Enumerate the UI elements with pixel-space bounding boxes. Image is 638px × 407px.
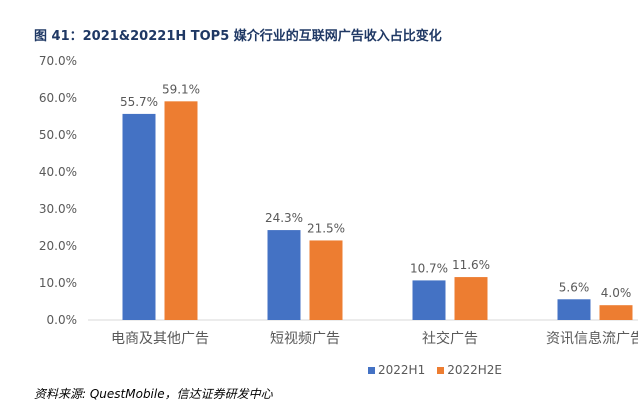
bar-2022h2e <box>599 305 633 320</box>
bar-2022h2e <box>454 277 488 320</box>
source-note: 资料来源: QuestMobile，信达证券研发中心 <box>34 387 273 401</box>
x-tick-label: 电商及其他广告 <box>111 331 209 347</box>
chart-title: 图 41：2021&20221H TOP5 媒介行业的互联网广告收入占比变化 <box>34 29 442 44</box>
x-tick-label: 短视频广告 <box>270 331 340 347</box>
data-label: 11.6% <box>452 258 490 272</box>
legend-item-2022h2e: 2022H2E <box>437 363 502 377</box>
data-label: 21.5% <box>307 221 345 235</box>
data-label: 24.3% <box>265 211 303 225</box>
legend-item-2022h1: 2022H1 <box>368 363 425 377</box>
legend: 2022H1 2022H2E <box>368 363 502 377</box>
data-label: 5.6% <box>559 280 590 294</box>
bar-2022h1 <box>557 299 591 320</box>
y-tick-label: 30.0% <box>39 202 77 216</box>
bar-2022h1 <box>412 280 446 320</box>
y-tick-label: 10.0% <box>39 276 77 290</box>
legend-label: 2022H2E <box>447 363 502 377</box>
data-label: 59.1% <box>162 82 200 96</box>
data-label: 4.0% <box>601 286 632 300</box>
legend-swatch <box>368 366 375 374</box>
data-label: 10.7% <box>410 261 448 275</box>
y-tick-label: 60.0% <box>39 91 77 105</box>
bar-2022h1 <box>267 230 301 320</box>
legend-label: 2022H1 <box>378 363 426 377</box>
y-tick-label: 50.0% <box>39 128 77 142</box>
y-tick-label: 70.0% <box>39 54 77 68</box>
bar-2022h2e <box>164 101 198 320</box>
x-tick-label: 社交广告 <box>422 330 478 347</box>
bar-2022h1 <box>122 113 156 320</box>
y-tick-label: 20.0% <box>39 239 77 253</box>
y-tick-label: 40.0% <box>39 165 77 179</box>
legend-swatch <box>437 366 445 374</box>
x-tick-label: 资讯信息流广告 <box>546 330 638 347</box>
bar-2022h2e <box>309 240 343 320</box>
y-tick-label: 0.0% <box>47 313 78 327</box>
data-label: 55.7% <box>120 95 158 109</box>
